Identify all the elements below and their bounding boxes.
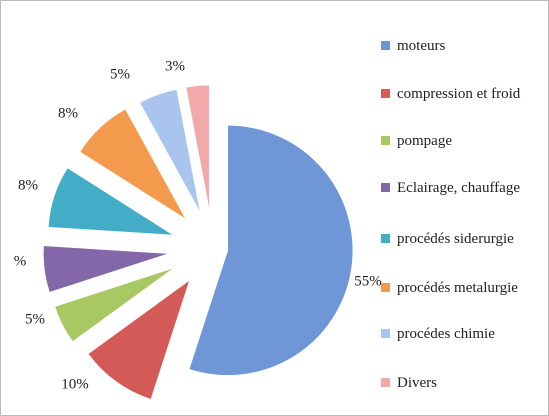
legend-swatch <box>381 183 390 192</box>
data-label: % <box>14 253 27 269</box>
legend-swatch <box>381 41 390 50</box>
data-label: 8% <box>58 105 78 121</box>
legend-entry: Eclairage, chauffage <box>381 178 549 198</box>
legend-entry: Divers <box>381 373 549 393</box>
legend-label: compression et froid <box>397 86 521 102</box>
data-label: 5% <box>25 311 45 327</box>
legend-swatch <box>381 378 390 387</box>
pie-slice <box>48 167 174 236</box>
legend-label: procédés siderurgie <box>397 231 514 247</box>
legend-label: pompage <box>397 133 452 149</box>
data-label: 3% <box>165 58 185 74</box>
pie-slice <box>139 89 201 213</box>
data-label: 8% <box>18 177 38 193</box>
legend-swatch <box>381 136 390 145</box>
legend-label: Eclairage, chauffage <box>397 180 520 196</box>
data-label: 10% <box>61 376 89 392</box>
legend-label: Divers <box>397 375 437 391</box>
pie-slice <box>188 125 354 376</box>
pie-slice <box>79 108 186 220</box>
pie-slice <box>43 245 169 293</box>
legend-entry: procédes chimie <box>381 324 549 344</box>
pie-slice <box>185 84 210 211</box>
legend-swatch <box>381 89 390 98</box>
legend-entry: moteurs <box>381 36 549 56</box>
pie-slice <box>88 279 190 400</box>
data-label: 5% <box>110 66 130 82</box>
data-label: 55% <box>354 273 382 289</box>
legend-entry: procédés metalurgie <box>381 278 549 298</box>
legend-entry: compression et froid <box>381 84 549 104</box>
legend-entry: pompage <box>381 131 549 151</box>
legend-label: procédés metalurgie <box>397 280 518 296</box>
legend-swatch <box>381 329 390 338</box>
legend-swatch <box>381 234 390 243</box>
pie-slice <box>54 267 174 342</box>
legend-entry: procédés siderurgie <box>381 229 549 249</box>
legend-swatch <box>381 283 390 292</box>
legend-label: moteurs <box>397 38 446 54</box>
legend-label: procédes chimie <box>397 326 495 342</box>
